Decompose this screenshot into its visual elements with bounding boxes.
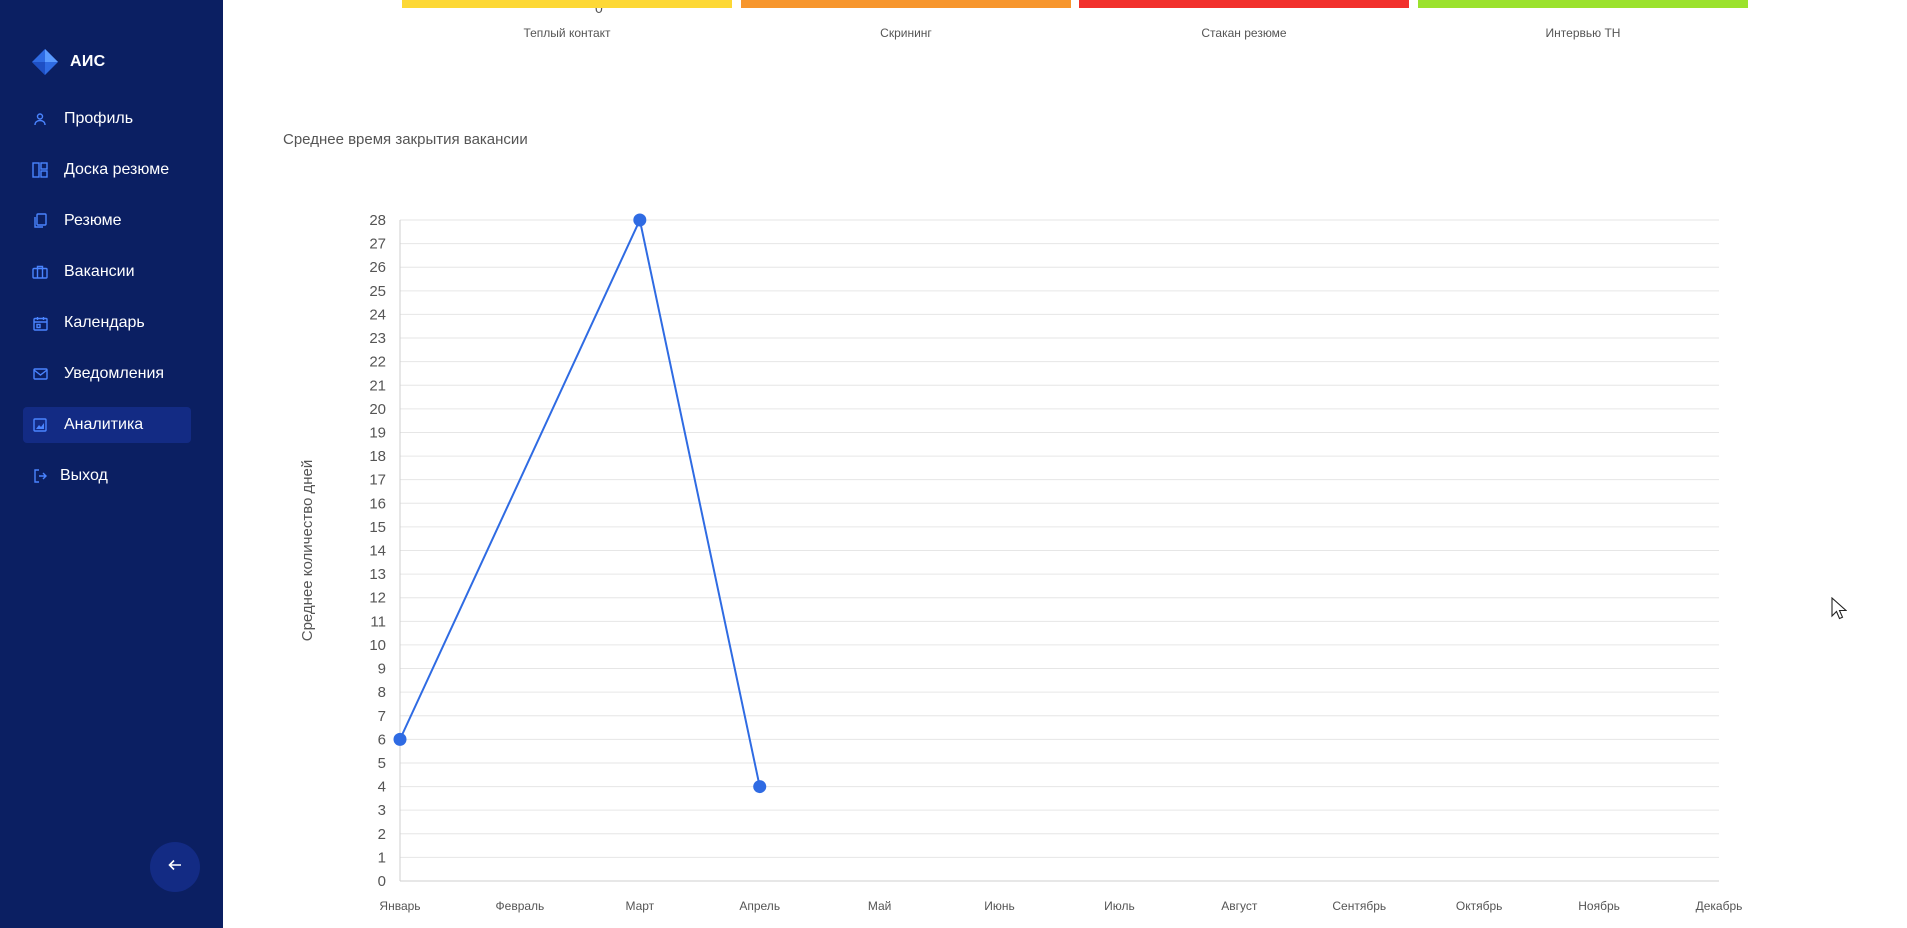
sidebar-nav: Профиль Доска резюме Резюме [23,101,191,509]
y-tick-label: 6 [378,731,386,748]
y-tick-label: 19 [369,424,386,441]
y-tick-label: 12 [369,590,386,607]
sidebar-item-label: Доска резюме [64,161,170,178]
sidebar-item-notifications[interactable]: Уведомления [23,356,191,392]
documents-icon [32,213,48,229]
y-tick-label: 14 [369,543,386,560]
x-tick-label: Август [1221,899,1258,913]
sidebar-item-label: Выход [60,467,108,484]
board-icon [32,162,48,178]
y-tick-label: 13 [369,566,386,583]
y-tick-label: 20 [369,401,386,418]
mouse-cursor-icon [1831,596,1848,626]
collapse-sidebar-button[interactable] [150,842,200,892]
x-tick-label: Февраль [496,899,545,913]
x-tick-label: Июнь [984,899,1015,913]
data-point[interactable] [633,213,647,227]
y-tick-label: 17 [369,472,386,489]
y-tick-label: 24 [369,306,386,323]
y-tick-label: 28 [369,212,386,229]
sidebar-item-label: Профиль [64,110,134,127]
sidebar-item-analytics[interactable]: Аналитика [23,407,191,443]
y-tick-label: 10 [369,637,386,654]
sidebar-item-calendar[interactable]: Календарь [23,305,191,341]
y-tick-label: 15 [369,519,386,536]
y-tick-label: 11 [370,613,386,630]
sidebar-item-profile[interactable]: Профиль [23,101,191,137]
x-tick-label: Апрель [739,899,780,913]
data-point[interactable] [753,780,767,794]
funnel-bar-resume-stack[interactable] [1079,0,1409,8]
funnel-category-label: Теплый контакт [523,26,611,40]
y-tick-label: 16 [369,495,386,512]
y-tick-label: 22 [369,354,386,371]
data-point[interactable] [393,732,407,746]
funnel-bar-warm-contact[interactable] [402,0,732,8]
user-icon [32,111,48,127]
mail-icon [32,366,48,382]
funnel-y-tick: 0 [595,0,603,16]
sidebar: АИС Профиль Доска резюме [0,0,223,928]
y-tick-label: 26 [369,259,386,276]
funnel-category-label: Скрининг [880,26,932,40]
sidebar-item-label: Аналитика [64,416,144,433]
logout-icon [32,468,48,484]
chart-title: Среднее время закрытия вакансии [283,131,528,148]
x-tick-label: Декабрь [1696,899,1743,913]
sidebar-item-logout[interactable]: Выход [23,458,191,494]
x-tick-label: Май [868,899,892,913]
funnel-bar-screening[interactable] [741,0,1071,8]
x-tick-label: Ноябрь [1578,899,1620,913]
x-tick-label: Сентябрь [1332,899,1386,913]
x-tick-label: Март [625,899,654,913]
chart-icon [32,417,48,433]
y-tick-label: 3 [378,802,386,819]
funnel-category-label: Стакан резюме [1201,26,1287,40]
y-tick-label: 18 [369,448,386,465]
y-tick-label: 7 [378,708,386,725]
arrow-left-icon [168,858,182,876]
funnel-category-label: Интервью ТН [1545,26,1621,40]
sidebar-item-label: Уведомления [64,365,165,382]
y-tick-label: 5 [378,755,386,772]
y-tick-label: 25 [369,283,386,300]
brand-name: АИС [70,53,106,70]
sidebar-item-label: Резюме [64,212,122,229]
y-tick-label: 1 [378,849,386,866]
sidebar-item-vacancies[interactable]: Вакансии [23,254,191,290]
y-tick-label: 0 [378,873,386,890]
sidebar-item-resume-board[interactable]: Доска резюме [23,152,191,188]
line-chart: 0123456789101112131415161718192021222324… [299,212,1743,913]
sidebar-item-label: Вакансии [64,263,135,280]
sidebar-item-resume[interactable]: Резюме [23,203,191,239]
sidebar-item-label: Календарь [64,314,145,331]
y-tick-label: 9 [378,661,386,678]
y-tick-label: 8 [378,684,386,701]
x-tick-label: Июль [1104,899,1135,913]
x-tick-label: Октябрь [1456,899,1503,913]
y-tick-label: 27 [369,236,386,253]
y-tick-label: 21 [369,377,386,394]
y-tick-label: 2 [378,826,386,843]
calendar-icon [32,315,48,331]
funnel-chart: 0 Теплый контакт Скрининг Стакан резюме … [223,0,1823,50]
y-tick-label: 4 [378,779,386,796]
logo-icon [31,48,59,76]
funnel-bar-interview[interactable] [1418,0,1748,8]
briefcase-icon [32,264,48,280]
x-tick-label: Январь [379,899,420,913]
y-axis-label: Среднее количество дней [299,460,316,642]
y-tick-label: 23 [369,330,386,347]
brand[interactable]: АИС [31,48,106,76]
